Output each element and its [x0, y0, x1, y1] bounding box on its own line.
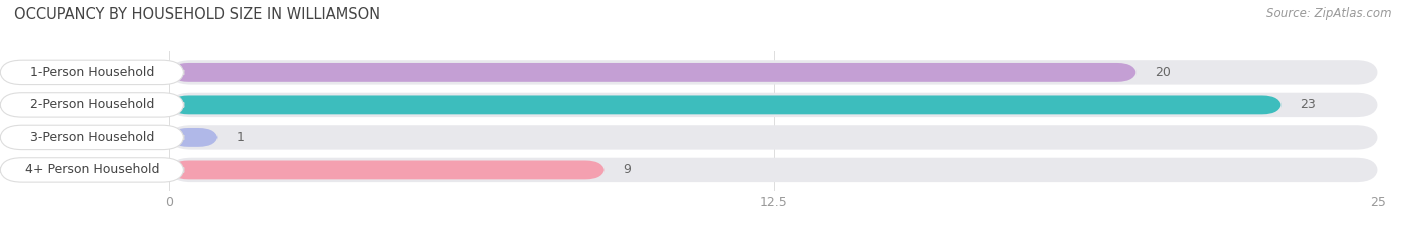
- FancyBboxPatch shape: [169, 161, 605, 179]
- Text: 1: 1: [236, 131, 245, 144]
- FancyBboxPatch shape: [0, 93, 184, 117]
- FancyBboxPatch shape: [169, 125, 1378, 150]
- Text: Source: ZipAtlas.com: Source: ZipAtlas.com: [1267, 7, 1392, 20]
- Text: 1-Person Household: 1-Person Household: [30, 66, 155, 79]
- Text: OCCUPANCY BY HOUSEHOLD SIZE IN WILLIAMSON: OCCUPANCY BY HOUSEHOLD SIZE IN WILLIAMSO…: [14, 7, 380, 22]
- FancyBboxPatch shape: [169, 63, 1136, 82]
- Text: 23: 23: [1301, 98, 1316, 111]
- Text: 2-Person Household: 2-Person Household: [30, 98, 155, 111]
- Text: 20: 20: [1156, 66, 1171, 79]
- FancyBboxPatch shape: [0, 158, 184, 182]
- FancyBboxPatch shape: [0, 125, 184, 150]
- Text: 9: 9: [624, 163, 631, 176]
- FancyBboxPatch shape: [169, 93, 1378, 117]
- FancyBboxPatch shape: [169, 158, 1378, 182]
- FancyBboxPatch shape: [169, 60, 1378, 85]
- Text: 4+ Person Household: 4+ Person Household: [25, 163, 159, 176]
- FancyBboxPatch shape: [169, 96, 1281, 114]
- Text: 3-Person Household: 3-Person Household: [30, 131, 155, 144]
- FancyBboxPatch shape: [169, 128, 218, 147]
- FancyBboxPatch shape: [0, 60, 184, 85]
